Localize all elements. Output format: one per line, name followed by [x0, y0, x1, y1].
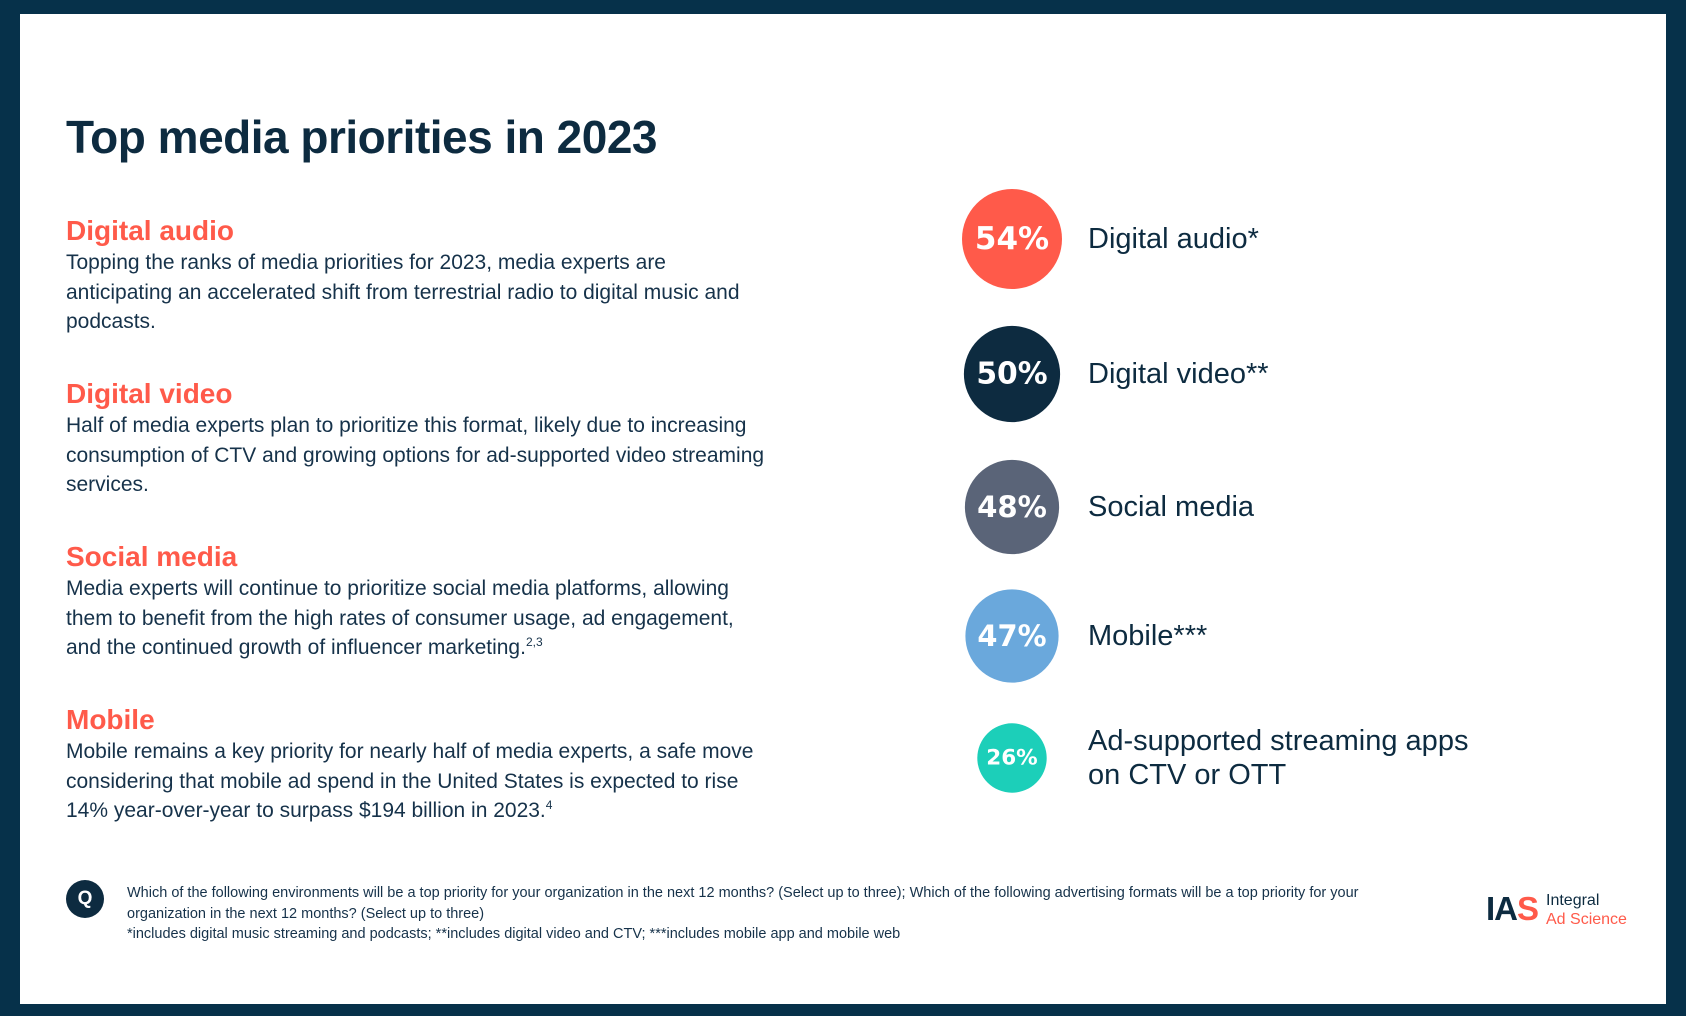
footnote-notes: *includes digital music streaming and po… [127, 924, 1407, 945]
category-label-ad-supported-streaming-apps-on-ctv-or-ott-line-2: on CTV or OTT [1088, 759, 1286, 791]
category-label-digital-video: Digital video** [1088, 358, 1269, 390]
footnote-ref: 4 [546, 798, 553, 812]
value-label-social-media: 48% [977, 490, 1047, 524]
priority-bubble-chart: 54% Digital audio* 50% Digital video** 48% So… [920, 164, 1600, 814]
section-heading: Mobile [66, 703, 766, 737]
survey-question: Which of the following environments will… [127, 883, 1407, 924]
category-label-mobile: Mobile*** [1088, 620, 1207, 652]
logo-text-ad-science: Ad Science [1546, 911, 1627, 929]
section-body: Topping the ranks of media priorities fo… [66, 248, 766, 337]
question-badge: Q [66, 880, 104, 918]
logo-mark: IAS [1486, 890, 1538, 928]
category-label-social-media: Social media [1088, 491, 1255, 523]
value-label-mobile: 47% [977, 619, 1046, 653]
page-title: Top media priorities in 2023 [66, 110, 657, 164]
footnote-ref: 2,3 [526, 635, 543, 649]
value-label-ad-supported-streaming-apps-on-ctv-or-ott: 26% [986, 746, 1037, 771]
section-mobile: Mobile Mobile remains a key priority for… [66, 703, 766, 826]
section-digital-audio: Digital audio Topping the ranks of media… [66, 214, 766, 337]
logo-text-integral: Integral [1546, 892, 1599, 910]
slide: Top media priorities in 2023 Digital aud… [20, 14, 1666, 1004]
value-label-digital-video: 50% [976, 357, 1047, 392]
value-label-digital-audio: 54% [975, 221, 1049, 257]
category-label-digital-audio: Digital audio* [1088, 223, 1259, 255]
category-label-ad-supported-streaming-apps-on-ctv-or-ott-line-1: Ad-supported streaming apps [1088, 725, 1468, 757]
section-body: Half of media experts plan to prioritize… [66, 411, 766, 500]
section-body: Mobile remains a key priority for nearly… [66, 737, 766, 826]
section-social-media: Social media Media experts will continue… [66, 540, 766, 663]
section-heading: Digital audio [66, 214, 766, 248]
section-body: Media experts will continue to prioritiz… [66, 574, 766, 663]
section-heading: Digital video [66, 377, 766, 411]
ias-logo: IAS Integral Ad Science [1486, 888, 1636, 932]
survey-footnote: Which of the following environments will… [127, 883, 1407, 945]
section-digital-video: Digital video Half of media experts plan… [66, 377, 766, 500]
section-heading: Social media [66, 540, 766, 574]
